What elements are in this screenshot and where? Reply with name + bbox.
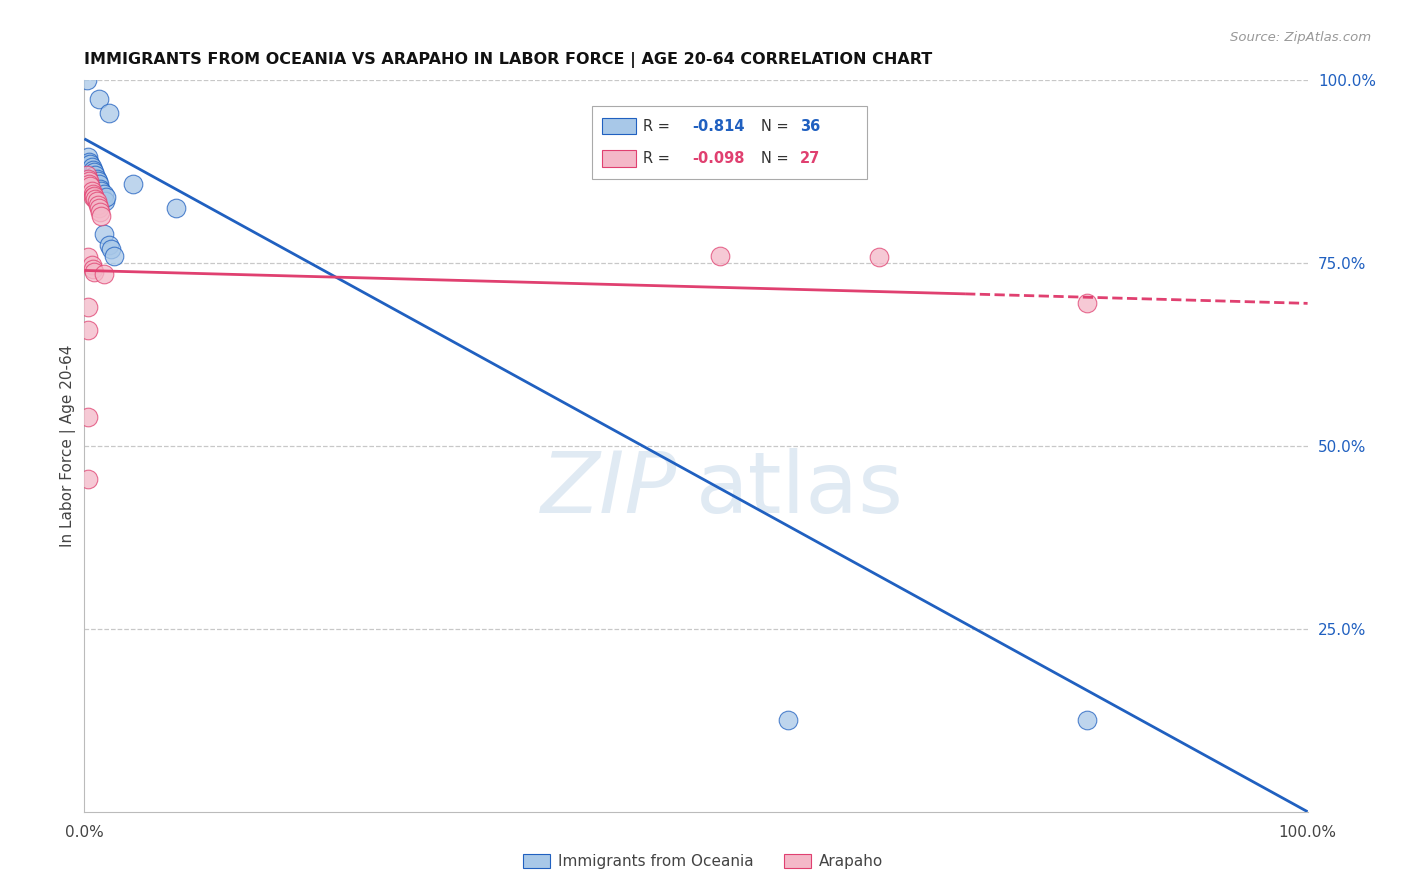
Point bbox=[91, 192, 114, 206]
Point bbox=[83, 174, 105, 188]
Point bbox=[86, 172, 108, 186]
Text: -0.814: -0.814 bbox=[692, 119, 745, 134]
Point bbox=[77, 472, 100, 486]
Point bbox=[82, 169, 104, 184]
Point bbox=[77, 409, 100, 424]
Point bbox=[77, 177, 100, 191]
Point bbox=[94, 194, 117, 208]
Point bbox=[84, 192, 107, 206]
Point bbox=[82, 186, 104, 201]
Point bbox=[87, 174, 110, 188]
Point bbox=[84, 177, 107, 191]
Point bbox=[93, 267, 115, 281]
Text: 27: 27 bbox=[800, 151, 820, 166]
Point bbox=[83, 189, 105, 203]
Bar bbox=[602, 119, 636, 135]
Y-axis label: In Labor Force | Age 20-64: In Labor Force | Age 20-64 bbox=[60, 345, 76, 547]
Text: -0.098: -0.098 bbox=[692, 151, 745, 166]
Point bbox=[87, 197, 110, 211]
Point bbox=[165, 202, 187, 216]
Text: ZIP: ZIP bbox=[541, 449, 678, 532]
Point bbox=[122, 177, 145, 191]
Legend: Immigrants from Oceania, Arapaho: Immigrants from Oceania, Arapaho bbox=[516, 848, 890, 875]
Point bbox=[77, 155, 100, 169]
Point bbox=[77, 323, 100, 337]
Text: atlas: atlas bbox=[696, 449, 904, 532]
Text: 36: 36 bbox=[800, 119, 820, 134]
Point bbox=[100, 242, 122, 256]
Point bbox=[77, 157, 100, 171]
Point bbox=[90, 185, 112, 199]
Point bbox=[82, 162, 104, 177]
Point bbox=[77, 150, 100, 164]
Point bbox=[93, 186, 115, 201]
Point bbox=[87, 202, 110, 216]
Point bbox=[83, 164, 105, 178]
Point bbox=[77, 300, 100, 314]
Point bbox=[77, 162, 100, 177]
Point bbox=[82, 262, 104, 277]
Text: IMMIGRANTS FROM OCEANIA VS ARAPAHO IN LABOR FORCE | AGE 20-64 CORRELATION CHART: IMMIGRANTS FROM OCEANIA VS ARAPAHO IN LA… bbox=[84, 52, 932, 68]
Bar bbox=[602, 151, 636, 167]
Text: R =: R = bbox=[644, 151, 675, 166]
Point bbox=[89, 190, 111, 204]
Point bbox=[76, 169, 98, 183]
Point bbox=[79, 157, 101, 171]
Point bbox=[96, 190, 118, 204]
Point bbox=[80, 167, 103, 181]
Point bbox=[80, 160, 103, 174]
Point bbox=[869, 250, 891, 264]
Point bbox=[89, 205, 111, 219]
Point bbox=[97, 238, 120, 252]
Point bbox=[709, 249, 731, 263]
Point bbox=[84, 169, 107, 183]
Point bbox=[93, 227, 115, 241]
Point bbox=[82, 190, 104, 204]
Point bbox=[1076, 714, 1098, 728]
Point bbox=[83, 265, 105, 279]
FancyBboxPatch shape bbox=[592, 106, 868, 179]
Text: Source: ZipAtlas.com: Source: ZipAtlas.com bbox=[1230, 31, 1371, 45]
Point bbox=[79, 179, 101, 194]
Point bbox=[86, 181, 108, 195]
Point bbox=[77, 172, 100, 186]
Point bbox=[89, 181, 111, 195]
Point bbox=[103, 249, 125, 263]
Point bbox=[86, 194, 108, 208]
Point bbox=[76, 73, 98, 87]
Point bbox=[87, 92, 110, 106]
Point bbox=[80, 185, 103, 199]
Point bbox=[87, 177, 110, 191]
Text: N =: N = bbox=[761, 151, 793, 166]
Point bbox=[97, 106, 120, 120]
Point bbox=[1076, 296, 1098, 310]
Point bbox=[90, 209, 112, 223]
Point bbox=[77, 250, 100, 264]
Text: R =: R = bbox=[644, 119, 675, 134]
Point bbox=[80, 258, 103, 272]
Point bbox=[79, 164, 101, 178]
Point bbox=[776, 714, 799, 728]
Point bbox=[77, 174, 100, 188]
Text: N =: N = bbox=[761, 119, 793, 134]
